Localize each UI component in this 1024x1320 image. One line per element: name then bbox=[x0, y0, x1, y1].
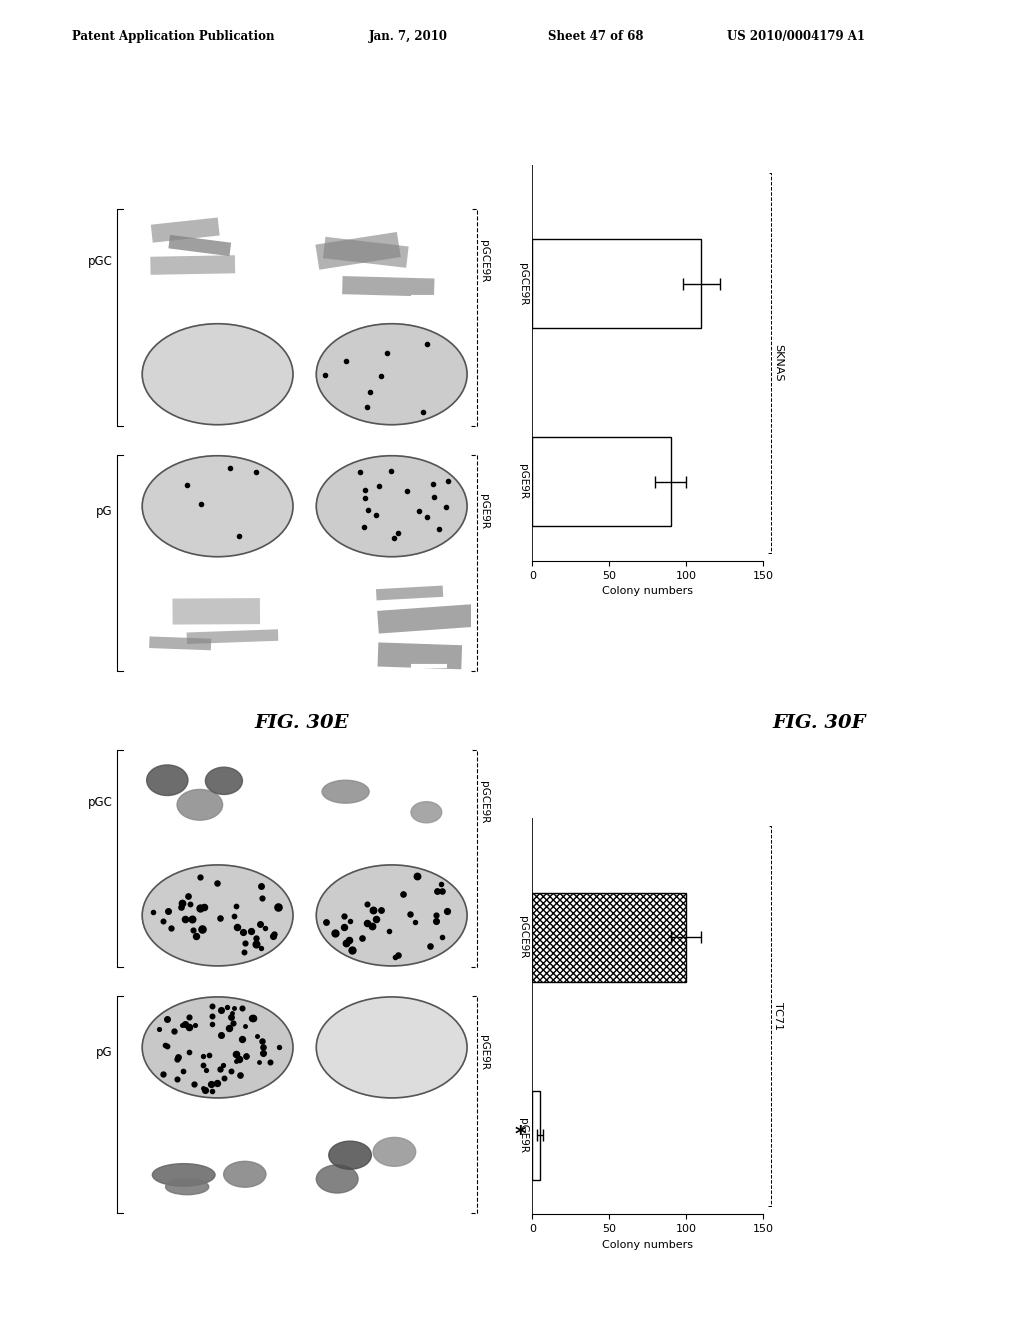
Text: TC71: TC71 bbox=[773, 1002, 783, 1031]
Text: Sheet 47 of 68: Sheet 47 of 68 bbox=[548, 30, 643, 44]
Ellipse shape bbox=[153, 1164, 215, 1187]
Ellipse shape bbox=[316, 997, 467, 1098]
Text: pG: pG bbox=[96, 506, 113, 517]
Bar bbox=[532, 1090, 541, 1180]
Ellipse shape bbox=[146, 764, 188, 796]
Ellipse shape bbox=[316, 865, 467, 966]
Text: *: * bbox=[514, 1125, 526, 1146]
Bar bbox=[532, 239, 701, 329]
Ellipse shape bbox=[373, 1138, 416, 1167]
Ellipse shape bbox=[166, 1179, 209, 1195]
Text: Jan. 7, 2010: Jan. 7, 2010 bbox=[369, 30, 447, 44]
Ellipse shape bbox=[316, 1166, 358, 1193]
Ellipse shape bbox=[316, 455, 467, 557]
Text: pGCE9R: pGCE9R bbox=[479, 240, 489, 282]
Ellipse shape bbox=[316, 323, 467, 425]
Text: pGCE9R: pGCE9R bbox=[479, 781, 489, 824]
Ellipse shape bbox=[142, 455, 293, 557]
Text: pGE9R: pGE9R bbox=[479, 494, 489, 529]
Ellipse shape bbox=[142, 865, 293, 966]
Ellipse shape bbox=[329, 1142, 372, 1170]
Text: pGE9R: pGE9R bbox=[479, 1035, 489, 1071]
Ellipse shape bbox=[323, 780, 369, 803]
Text: Patent Application Publication: Patent Application Publication bbox=[72, 30, 274, 44]
Text: pG: pG bbox=[96, 1047, 113, 1059]
Bar bbox=[532, 892, 686, 982]
Text: pGC: pGC bbox=[88, 255, 113, 268]
X-axis label: Colony numbers: Colony numbers bbox=[602, 586, 693, 597]
Text: pGC: pGC bbox=[88, 796, 113, 809]
Ellipse shape bbox=[411, 801, 441, 822]
Ellipse shape bbox=[206, 767, 243, 795]
Text: SKNAS: SKNAS bbox=[773, 345, 783, 381]
Ellipse shape bbox=[142, 997, 293, 1098]
Text: FIG. 30E: FIG. 30E bbox=[255, 714, 349, 733]
Ellipse shape bbox=[142, 323, 293, 425]
Text: FIG. 30F: FIG. 30F bbox=[772, 714, 866, 733]
Bar bbox=[532, 437, 671, 527]
Text: US 2010/0004179 A1: US 2010/0004179 A1 bbox=[727, 30, 865, 44]
X-axis label: Colony numbers: Colony numbers bbox=[602, 1239, 693, 1250]
Ellipse shape bbox=[177, 789, 222, 820]
Ellipse shape bbox=[223, 1162, 266, 1187]
